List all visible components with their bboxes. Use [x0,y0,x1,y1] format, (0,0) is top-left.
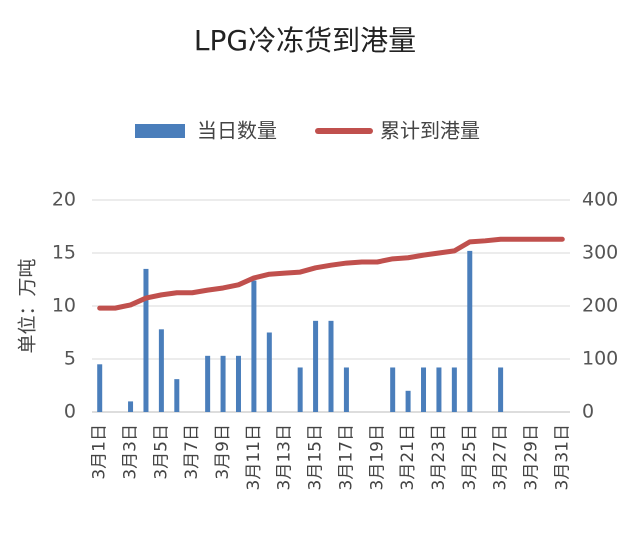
bar [205,355,211,412]
bar [421,367,427,412]
x-tick-label: 3月11日 [244,424,264,490]
bar [498,367,504,412]
y2-tick-label: 100 [582,348,618,370]
x-tick-label: 3月27日 [491,424,511,490]
bar [251,280,257,412]
x-tick-label: 3月21日 [398,424,418,490]
bar [158,329,164,412]
bar [174,379,180,412]
bar [143,268,149,412]
bar [266,332,272,412]
x-tick-label: 3月13日 [275,424,295,490]
bar [436,367,442,412]
bar [343,367,349,412]
bar [405,390,411,412]
bar [220,355,226,412]
bar [235,355,241,412]
y-tick-label: 0 [64,401,76,423]
x-tick-label: 3月15日 [306,424,326,490]
x-tick-label: 3月9日 [213,424,233,480]
y2-tick-label: 200 [582,295,618,317]
y-axis-label: 单位：万吨 [17,258,39,353]
bar [97,364,103,412]
x-tick-label: 3月29日 [521,424,541,490]
legend-label: 累计到港量 [380,119,480,143]
x-tick-label: 3月23日 [429,424,449,490]
line [97,236,565,311]
x-tick-label: 3月19日 [367,424,387,490]
bar [297,367,303,412]
x-tick-label: 3月5日 [151,424,171,480]
bar [451,367,457,412]
y2-tick-label: 300 [582,242,618,264]
x-tick-label: 3月17日 [336,424,356,490]
bar [313,320,319,412]
legend-label: 当日数量 [197,119,277,143]
bar [128,401,134,412]
bar [390,367,396,412]
bar [467,250,473,412]
legend-swatch [135,124,185,138]
y-tick-label: 5 [64,348,76,370]
y-tick-label: 20 [52,189,76,211]
x-tick-label: 3月1日 [90,424,110,480]
x-tick-label: 3月31日 [552,424,572,490]
chart-title: LPG冷冻货到港量 [194,24,416,57]
x-tick-label: 3月25日 [460,424,480,490]
y2-tick-label: 400 [582,189,618,211]
bar [328,320,334,412]
y2-tick-label: 0 [582,401,594,423]
y-tick-label: 10 [52,295,76,317]
x-tick-label: 3月7日 [182,424,202,480]
x-tick-label: 3月3日 [121,424,141,480]
y-tick-label: 15 [52,242,76,264]
